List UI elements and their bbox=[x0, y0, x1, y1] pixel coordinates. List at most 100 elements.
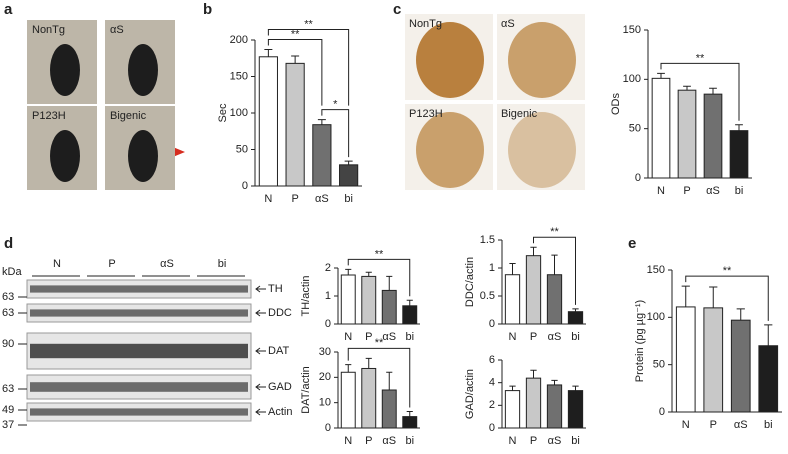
band bbox=[30, 343, 248, 359]
error-bar bbox=[530, 246, 537, 256]
y-axis-label: DAT/actin bbox=[300, 366, 312, 413]
x-tick-label: bi bbox=[571, 331, 580, 343]
significance-label: * bbox=[333, 98, 338, 110]
error-bar bbox=[386, 275, 393, 291]
y-tick-label: 50 bbox=[629, 123, 641, 135]
error-bar bbox=[657, 72, 665, 79]
photo-label: Bigenic bbox=[501, 108, 538, 120]
x-tick-label: αS bbox=[315, 193, 329, 205]
significance-bracket bbox=[347, 258, 411, 297]
error-bar bbox=[551, 254, 558, 275]
y-axis-label: GAD/actin bbox=[464, 369, 476, 419]
panel-letter: e bbox=[628, 235, 636, 252]
error-bar bbox=[551, 379, 558, 385]
x-tick-label: αS bbox=[548, 331, 562, 343]
blot-label: DAT bbox=[268, 345, 289, 357]
x-tick-label: P bbox=[291, 193, 298, 205]
panel-letter: d bbox=[4, 235, 13, 252]
lane-label: N bbox=[53, 258, 61, 270]
significance-bracket bbox=[685, 275, 769, 321]
error-bar bbox=[264, 48, 273, 57]
tissue bbox=[416, 22, 484, 98]
significance-label: ** bbox=[375, 248, 384, 260]
marker-label: 63 bbox=[2, 383, 14, 395]
x-tick-label: N bbox=[344, 435, 352, 447]
photo-label: αS bbox=[110, 24, 124, 36]
y-tick-label: 0 bbox=[242, 180, 248, 192]
y-tick-label: 0 bbox=[489, 422, 495, 434]
y-tick-label: 100 bbox=[230, 107, 248, 119]
bar bbox=[312, 124, 332, 187]
significance-bracket bbox=[267, 38, 323, 106]
y-tick-label: 1 bbox=[325, 290, 331, 302]
significance-bracket bbox=[321, 109, 350, 158]
error-bar bbox=[291, 55, 300, 64]
x-tick-label: bi bbox=[405, 331, 414, 343]
bar bbox=[504, 390, 521, 429]
bar bbox=[402, 305, 418, 325]
x-tick-label: αS bbox=[548, 435, 562, 447]
x-tick-label: P bbox=[530, 331, 537, 343]
bar bbox=[361, 275, 377, 325]
x-tick-label: N bbox=[509, 331, 517, 343]
bar bbox=[567, 311, 584, 325]
significance-bracket bbox=[533, 236, 576, 305]
error-bar bbox=[406, 411, 413, 417]
blot-label: DDC bbox=[268, 307, 292, 319]
bar bbox=[402, 416, 418, 429]
arrow-head bbox=[255, 408, 261, 416]
y-tick-label: 1.5 bbox=[480, 234, 495, 246]
marker-label: 63 bbox=[2, 307, 14, 319]
x-tick-label: N bbox=[682, 419, 690, 431]
mouse bbox=[50, 44, 80, 96]
error-bar bbox=[683, 85, 691, 91]
bar bbox=[567, 390, 584, 429]
x-tick-label: bi bbox=[571, 435, 580, 447]
marker-label: 49 bbox=[2, 404, 14, 416]
y-tick-label: 100 bbox=[647, 311, 665, 323]
y-tick-label: 0 bbox=[659, 406, 665, 418]
x-tick-label: bi bbox=[405, 435, 414, 447]
bar bbox=[730, 319, 751, 413]
x-tick-label: N bbox=[344, 331, 352, 343]
blot-label: GAD bbox=[268, 381, 292, 393]
y-tick-label: 20 bbox=[319, 371, 331, 383]
error-bar bbox=[572, 385, 579, 391]
x-tick-label: αS bbox=[382, 331, 396, 343]
y-tick-label: 0 bbox=[489, 318, 495, 330]
arrow-head bbox=[255, 347, 261, 355]
y-tick-label: 0 bbox=[325, 422, 331, 434]
photo-label: NonTg bbox=[409, 18, 442, 30]
x-tick-label: N bbox=[264, 193, 272, 205]
bar bbox=[703, 307, 724, 413]
error-bar bbox=[406, 299, 413, 306]
bar bbox=[340, 371, 356, 429]
y-tick-label: 200 bbox=[230, 34, 248, 46]
x-tick-label: bi bbox=[764, 419, 773, 431]
lane-label: bi bbox=[218, 258, 227, 270]
x-tick-label: αS bbox=[734, 419, 748, 431]
error-bar bbox=[345, 364, 352, 373]
photo-label: P123H bbox=[409, 108, 443, 120]
x-tick-label: P bbox=[683, 185, 690, 197]
bar bbox=[525, 255, 542, 325]
tissue bbox=[416, 112, 484, 188]
significance-label: ** bbox=[723, 265, 732, 277]
blot-label: Actin bbox=[268, 406, 292, 418]
bar bbox=[525, 377, 542, 429]
y-axis-label: TH/actin bbox=[300, 276, 312, 317]
photo-label: αS bbox=[501, 18, 515, 30]
x-tick-label: P bbox=[530, 435, 537, 447]
x-tick-label: N bbox=[657, 185, 665, 197]
y-tick-label: 0 bbox=[635, 172, 641, 184]
error-bar bbox=[365, 357, 372, 369]
y-axis-label: ODs bbox=[610, 93, 622, 116]
error-bar bbox=[345, 268, 352, 275]
error-bar bbox=[530, 369, 537, 379]
y-tick-label: 150 bbox=[623, 24, 641, 36]
error-bar bbox=[509, 263, 516, 275]
y-tick-label: 0 bbox=[325, 318, 331, 330]
bar bbox=[758, 345, 779, 413]
error-bar bbox=[709, 286, 718, 308]
